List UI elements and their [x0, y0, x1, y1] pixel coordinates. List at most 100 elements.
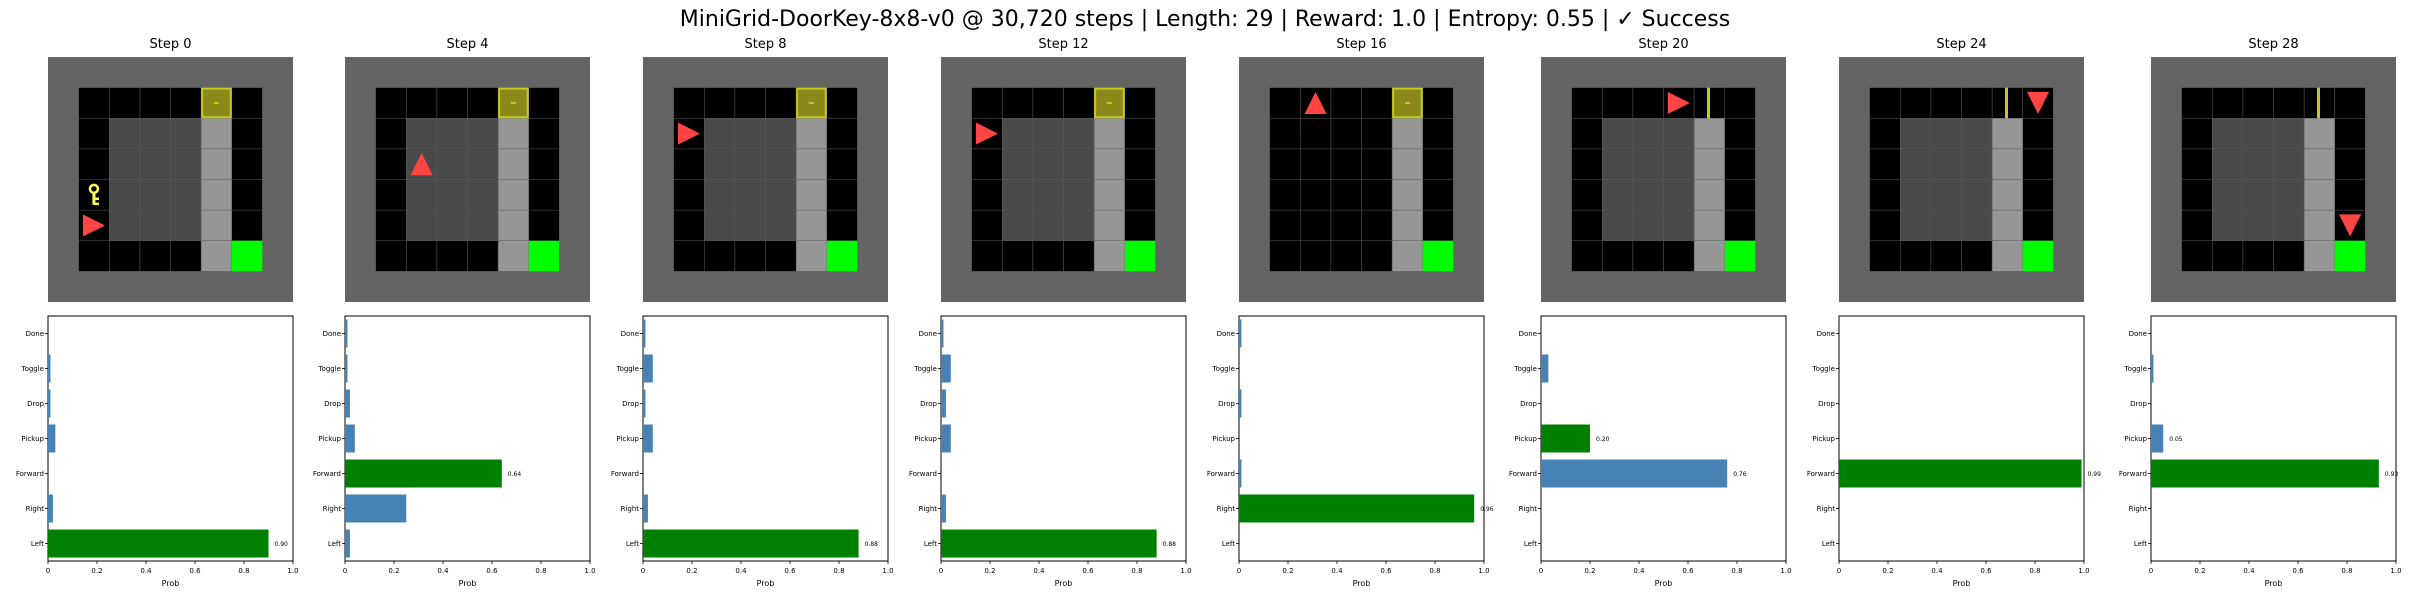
floor-cell [1961, 179, 1993, 211]
floor-cell [498, 148, 529, 180]
y-tick-label: Drop [27, 400, 44, 408]
x-tick-label: 0.2 [1882, 567, 1893, 575]
floor-cell [1869, 87, 1901, 119]
x-tick-label: 0 [641, 567, 645, 575]
agent-arrow-icon [2339, 214, 2362, 237]
floor-cell [1392, 179, 1423, 211]
floor-cell [528, 148, 560, 180]
floor-cell [1869, 148, 1901, 180]
floor-cell [1002, 179, 1033, 211]
floor-cell [1663, 210, 1695, 241]
floor-cell [704, 240, 735, 272]
panel-title: Step 28 [2248, 37, 2298, 52]
floor-cell [1330, 87, 1362, 119]
floor-cell [406, 240, 437, 272]
y-tick-label: Toggle [317, 365, 341, 373]
floor-cell [201, 118, 232, 149]
y-tick-label: Pickup [1514, 435, 1537, 443]
floor-cell [375, 148, 407, 180]
bar-pickup [345, 424, 355, 453]
y-tick-label: Done [2129, 330, 2147, 338]
y-tick-label: Pickup [914, 435, 937, 443]
floor-cell [1900, 240, 1931, 272]
floor-cell [2334, 179, 2366, 211]
floor-cell [673, 210, 705, 241]
floor-cell [2304, 210, 2335, 241]
y-tick-label: Left [2134, 540, 2147, 548]
floor-cell [1063, 148, 1095, 180]
floor-cell [1632, 240, 1664, 272]
floor-cell [1002, 148, 1033, 180]
floor-cell [2242, 210, 2274, 241]
goal-tile [2334, 240, 2366, 272]
value-label: 0.76 [1733, 471, 1747, 478]
y-tick-label: Right [1817, 505, 1836, 513]
floor-cell [1032, 210, 1064, 241]
floor-cell [1724, 210, 1756, 241]
floor-cell [170, 87, 202, 119]
floor-cell [1124, 87, 1156, 119]
floor-cell [1930, 87, 1962, 119]
floor-cell [1900, 179, 1931, 211]
floor-cell [231, 210, 263, 241]
door-open [2316, 87, 2320, 119]
floor-cell [1300, 179, 1331, 211]
floor-cell [375, 210, 407, 241]
bar-right [1239, 494, 1475, 523]
y-tick-label: Done [621, 330, 639, 338]
action-chart: LeftRightForwardPickupDropToggleDone0.20… [1509, 315, 1792, 588]
floor-cell [734, 118, 766, 149]
floor-cell [971, 210, 1003, 241]
bar-toggle [941, 354, 951, 383]
x-tick-label: 1.0 [1180, 567, 1191, 575]
bar-toggle [345, 354, 348, 383]
floor-cell [1961, 240, 1993, 272]
panel-0: Step 0 Left Right Forward Pickup Drop Toggle Do… [16, 37, 299, 588]
floor-cell [528, 210, 560, 241]
floor-cell [1694, 240, 1725, 272]
floor-cell [170, 179, 202, 211]
y-tick-label: Toggle [1211, 365, 1235, 373]
floor-cell [1663, 240, 1695, 272]
panel-5: Step 20 Left Right Forward Pickup Drop Toggle D… [1509, 37, 1792, 588]
floor-cell [2273, 87, 2305, 119]
floor-cell [1094, 148, 1125, 180]
x-axis-label: Prob [2265, 579, 2283, 588]
y-tick-label: Forward [16, 470, 44, 478]
floor-cell [765, 148, 797, 180]
floor-cell [734, 148, 766, 180]
y-tick-label: Forward [313, 470, 341, 478]
y-tick-label: Drop [1818, 400, 1835, 408]
x-tick-label: 1.0 [287, 567, 298, 575]
y-tick-label: Forward [909, 470, 937, 478]
x-tick-label: 0.8 [238, 567, 249, 575]
floor-cell [1602, 118, 1633, 149]
floor-cell [1930, 179, 1962, 211]
door-open [2004, 87, 2008, 119]
floor-cell [826, 179, 858, 211]
floor-cell [1602, 240, 1633, 272]
x-tick-label: 0 [343, 567, 347, 575]
floor-cell [1361, 240, 1393, 272]
floor-cell [2334, 118, 2366, 149]
floor-cell [1900, 87, 1931, 119]
floor-cell [1361, 87, 1393, 119]
floor-cell [1961, 118, 1993, 149]
floor-cell [1724, 87, 1756, 119]
floor-cell [2181, 87, 2213, 119]
floor-cell [139, 210, 171, 241]
floor-cell [1269, 210, 1301, 241]
floor-cell [2181, 240, 2213, 272]
floor-cell [375, 87, 407, 119]
x-tick-label: 0.4 [1633, 567, 1645, 575]
y-tick-label: Forward [611, 470, 639, 478]
panel-1: Step 4 Left Right Forward Pickup Drop Toggle Do… [313, 37, 596, 588]
bar-pickup [643, 424, 653, 453]
panels: Step 0 Left Right Forward Pickup Drop Toggle Do… [16, 37, 2402, 588]
y-tick-label: Toggle [2123, 365, 2147, 373]
floor-cell [1063, 240, 1095, 272]
floor-cell [2212, 210, 2243, 241]
y-tick-label: Pickup [21, 435, 44, 443]
floor-cell [2212, 148, 2243, 180]
y-tick-label: Left [1524, 540, 1537, 548]
